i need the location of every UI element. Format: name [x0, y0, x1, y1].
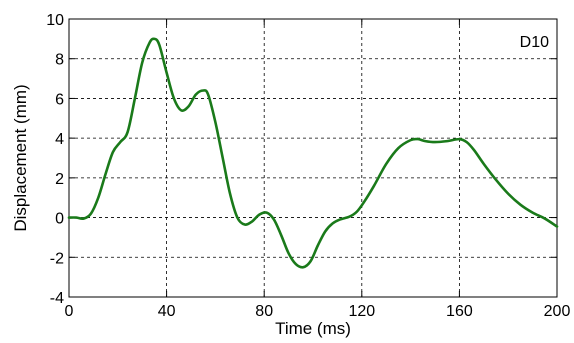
- x-axis-title: Time (ms): [275, 319, 351, 338]
- y-tick-label: -2: [50, 250, 64, 267]
- grid-lines: [69, 19, 557, 297]
- y-tick-label: 2: [55, 171, 64, 188]
- x-tick-label: 40: [158, 303, 176, 320]
- x-tick-label: 120: [348, 303, 375, 320]
- y-tick-label: 10: [46, 12, 64, 29]
- x-tick-label: 160: [446, 303, 473, 320]
- y-tick-label: 8: [55, 52, 64, 69]
- x-tick-label: 80: [255, 303, 273, 320]
- y-tick-label: -4: [50, 290, 64, 307]
- x-tick-label: 200: [544, 303, 571, 320]
- axis-ticks: [68, 18, 558, 298]
- x-tick-label: 0: [65, 303, 74, 320]
- y-tick-label: 0: [55, 211, 64, 228]
- y-tick-label: 4: [55, 131, 64, 148]
- series-annotation: D10: [520, 34, 549, 51]
- series-line-0: [67, 37, 559, 269]
- y-axis-title: Displacement (mm): [11, 84, 30, 231]
- tick-labels: 0 40 80 120 160 200 -4 -2 0 2 4 6 8 10: [46, 12, 570, 320]
- series-layer: [67, 37, 559, 269]
- plot-frame: [68, 18, 558, 298]
- y-tick-label: 6: [55, 91, 64, 108]
